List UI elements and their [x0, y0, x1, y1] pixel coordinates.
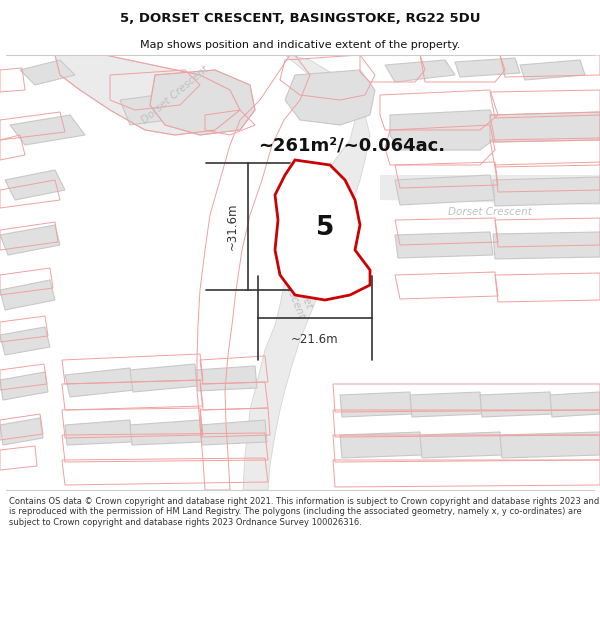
Polygon shape [0, 372, 48, 400]
Text: Map shows position and indicative extent of the property.: Map shows position and indicative extent… [140, 39, 460, 49]
Text: Dorset Crescent: Dorset Crescent [140, 64, 211, 126]
Polygon shape [493, 177, 600, 206]
Text: ~31.6m: ~31.6m [226, 202, 239, 250]
Polygon shape [10, 115, 85, 145]
Polygon shape [55, 55, 240, 135]
Polygon shape [480, 392, 552, 417]
Polygon shape [395, 175, 495, 205]
Polygon shape [65, 420, 132, 445]
Polygon shape [410, 392, 482, 417]
Polygon shape [390, 110, 500, 150]
Polygon shape [420, 432, 502, 458]
Text: 5, DORSET CRESCENT, BASINGSTOKE, RG22 5DU: 5, DORSET CRESCENT, BASINGSTOKE, RG22 5D… [120, 12, 480, 25]
Polygon shape [130, 364, 198, 392]
Polygon shape [490, 112, 600, 142]
Polygon shape [520, 60, 585, 80]
Polygon shape [20, 60, 75, 85]
Polygon shape [493, 232, 600, 259]
Polygon shape [380, 175, 600, 205]
Text: ~261m²/~0.064ac.: ~261m²/~0.064ac. [258, 137, 445, 155]
Polygon shape [195, 366, 257, 391]
Polygon shape [200, 420, 267, 445]
Polygon shape [275, 160, 370, 300]
Polygon shape [0, 225, 60, 255]
Text: ~21.6m: ~21.6m [291, 333, 339, 346]
Polygon shape [455, 58, 520, 77]
Polygon shape [150, 70, 255, 135]
Polygon shape [0, 327, 50, 355]
Text: Dorset Crescent: Dorset Crescent [448, 207, 532, 217]
Polygon shape [5, 170, 65, 200]
Polygon shape [130, 420, 202, 445]
Polygon shape [340, 392, 412, 417]
Polygon shape [120, 90, 205, 125]
Polygon shape [235, 55, 370, 490]
Polygon shape [65, 368, 135, 397]
Polygon shape [0, 418, 43, 445]
Polygon shape [395, 232, 493, 258]
Polygon shape [340, 432, 422, 458]
Polygon shape [500, 432, 600, 458]
Polygon shape [550, 392, 600, 417]
Polygon shape [385, 60, 455, 82]
Polygon shape [0, 280, 55, 310]
Text: Dorset
Crescent: Dorset Crescent [280, 269, 317, 321]
Text: Contains OS data © Crown copyright and database right 2021. This information is : Contains OS data © Crown copyright and d… [9, 497, 599, 527]
Text: 5: 5 [316, 215, 334, 241]
Polygon shape [285, 70, 375, 125]
